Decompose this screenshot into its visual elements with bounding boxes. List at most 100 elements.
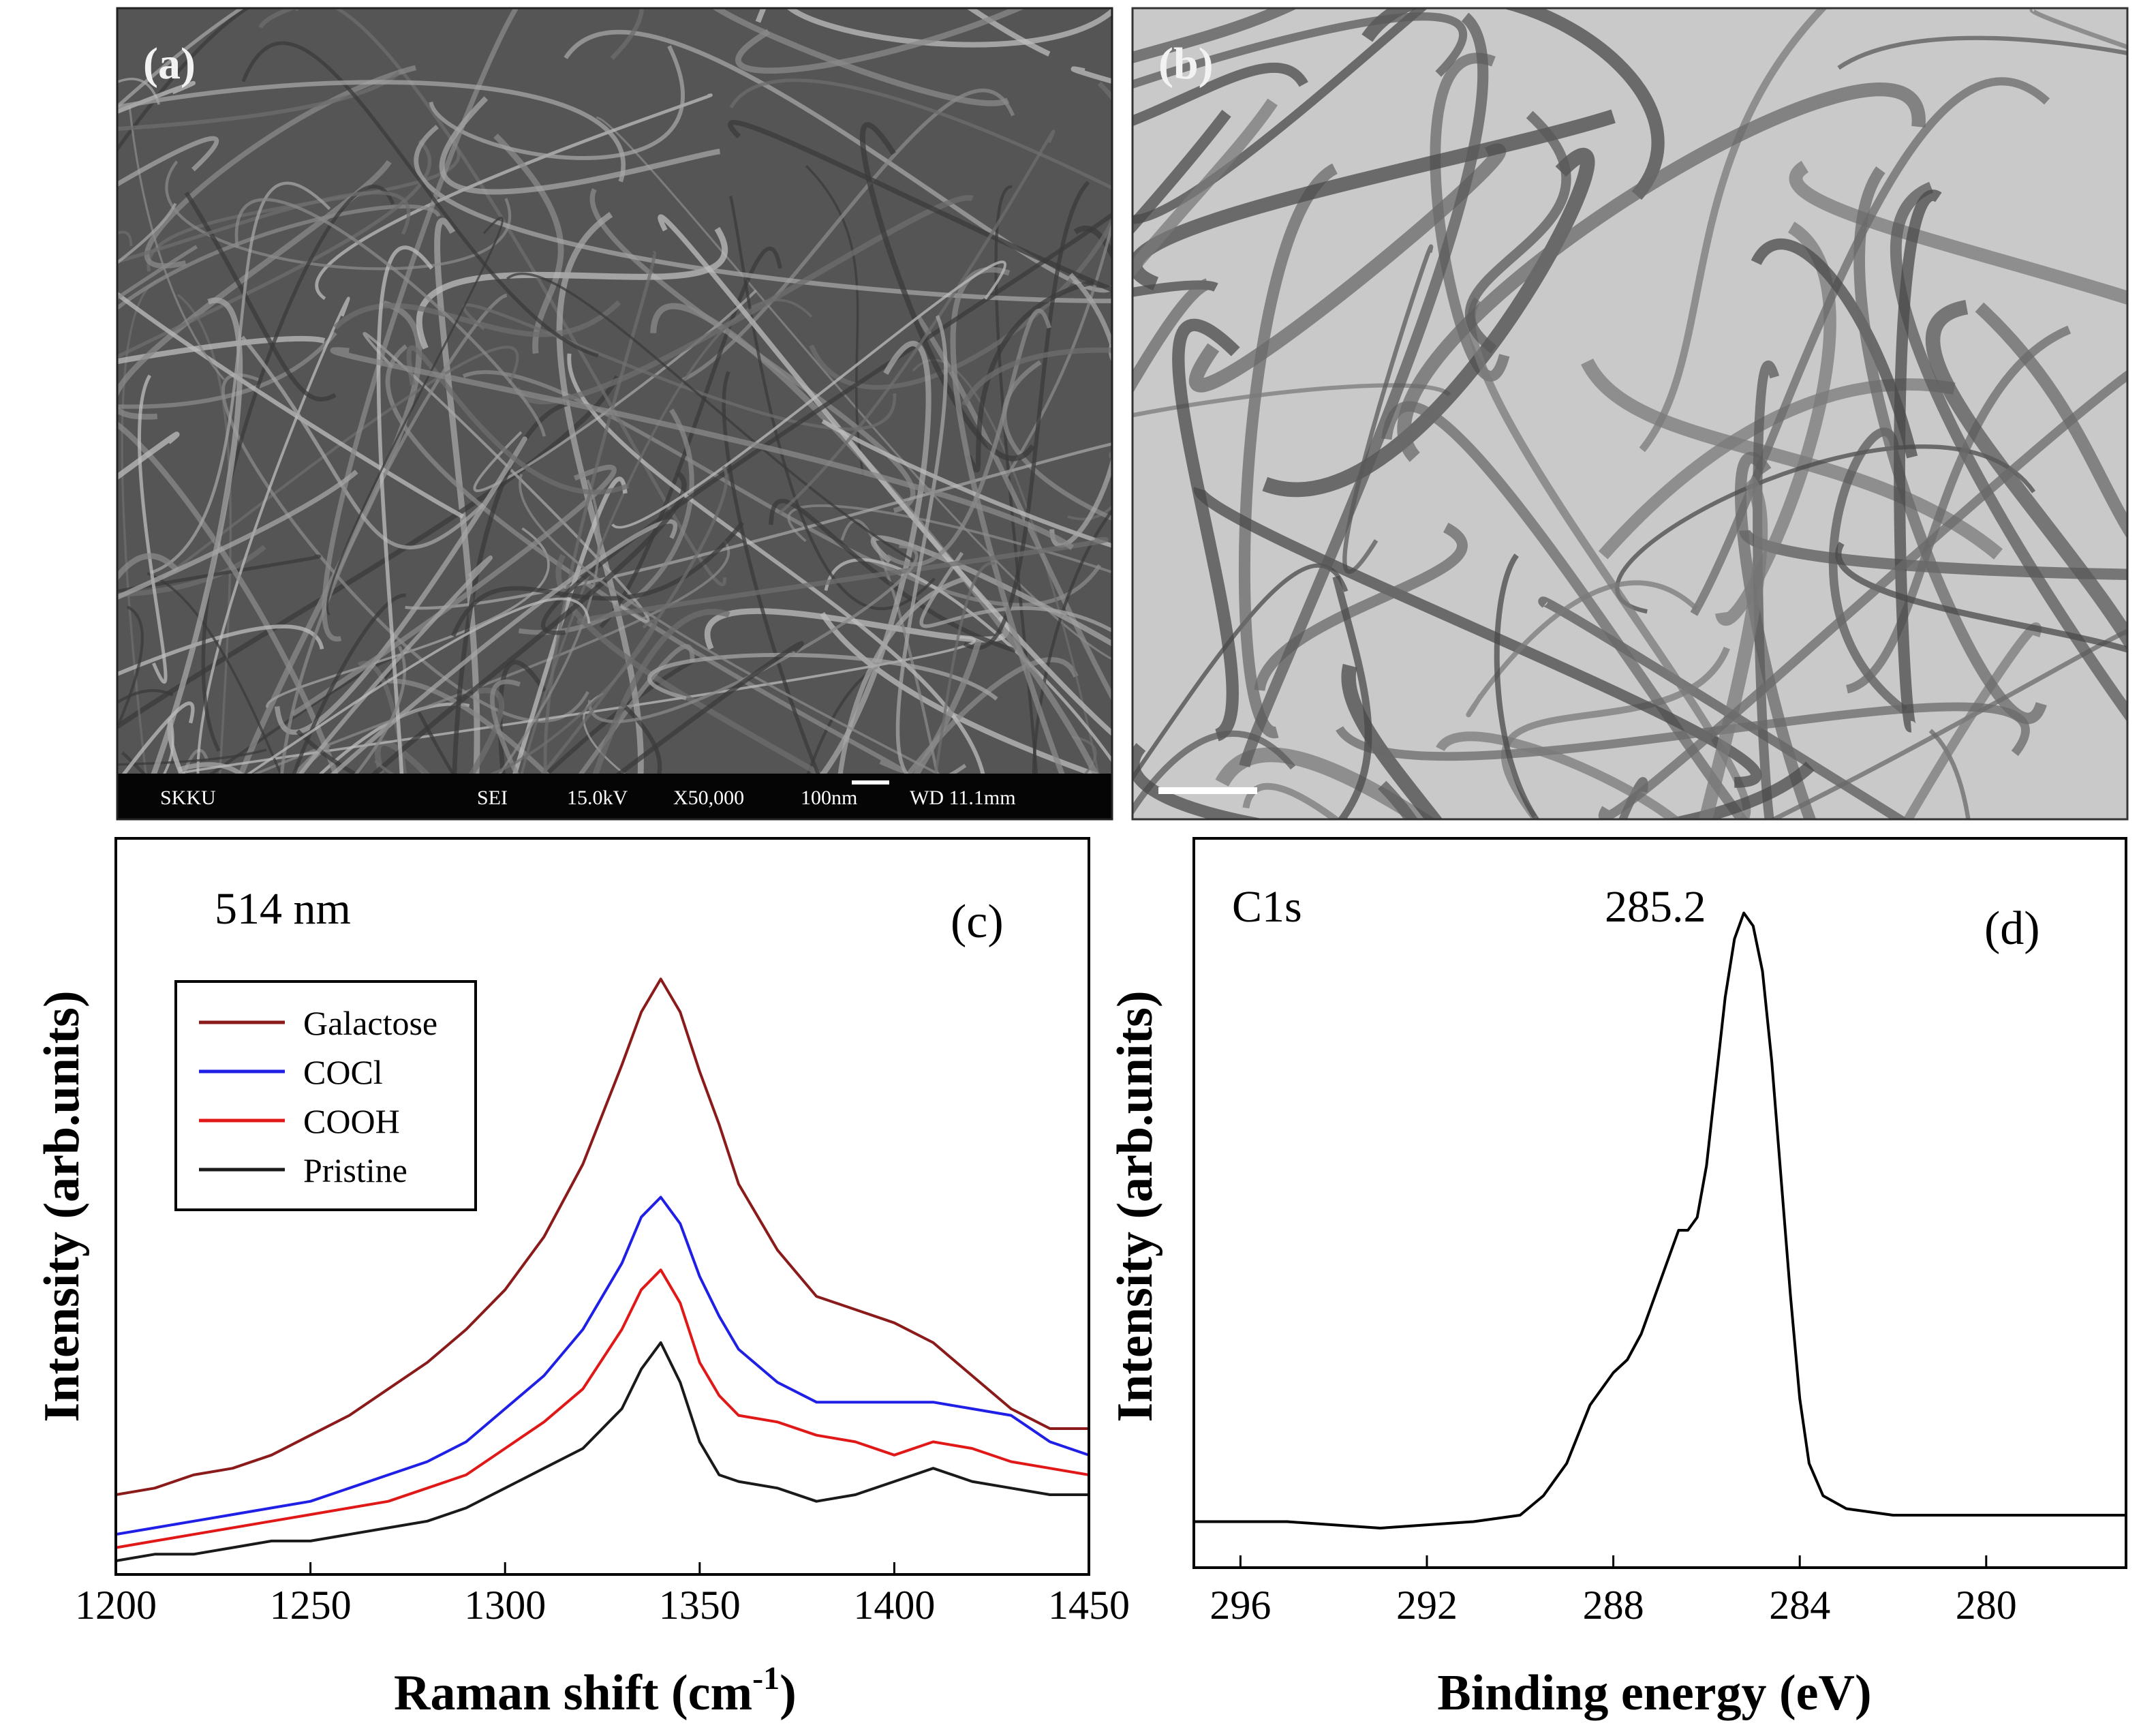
x-tick-label: 296 (1210, 1583, 1271, 1628)
nanotube-fiber (117, 748, 267, 766)
nanotube-fiber (117, 72, 400, 131)
nanotube-fiber (388, 678, 595, 819)
nanotube-fiber (490, 680, 543, 819)
nanotube-fiber (966, 279, 1094, 473)
nanotube-fiber (1894, 189, 1942, 733)
raman-x-axis-label-close: ) (780, 1665, 797, 1721)
nanotube-fiber (1436, 731, 1682, 819)
nanotube-fiber (611, 260, 1006, 529)
raman-x-axis-label-main: Raman shift (cm (394, 1665, 752, 1721)
nanotube-fiber (429, 45, 685, 160)
nanotube-fiber (315, 93, 713, 301)
nanotube-fiber (680, 89, 1015, 382)
nanotube-fiber (1698, 476, 1768, 819)
nanotube-fiber (117, 139, 432, 359)
xps-peak-label: 285.2 (1605, 882, 1706, 932)
nanotube-fiber (1926, 299, 2127, 651)
nanotube-fiber (1341, 664, 1443, 819)
tem-nanotube-texture (1133, 0, 2156, 819)
panel-a-label: (a) (143, 39, 196, 89)
nanotube-fiber (176, 294, 232, 819)
nanotube-fiber (1397, 82, 1926, 462)
nanotube-fiber (241, 41, 599, 358)
tem-micrograph-panel: (b) (1131, 0, 2156, 821)
nanotube-fiber (1133, 12, 1468, 89)
series-line-0 (1194, 911, 2126, 1529)
nanotube-fiber (117, 8, 251, 153)
nanotube-fiber (117, 701, 195, 787)
nanotube-fiber (234, 198, 546, 437)
nanotube-fiber (280, 519, 678, 819)
nanotube-fiber (805, 165, 865, 476)
nanotube-fiber (117, 136, 219, 187)
nanotube-fiber (117, 331, 337, 409)
nanotube-fiber (792, 665, 878, 819)
xps-plot-frame (1192, 837, 2127, 1569)
nanotube-fiber (729, 78, 1112, 190)
nanotube-fiber (165, 160, 512, 271)
x-tick-label: 292 (1396, 1583, 1458, 1628)
nanotube-fiber (167, 718, 206, 819)
xps-x-axis-label: Binding energy (eV) (1437, 1665, 1871, 1721)
nanotube-fiber (927, 562, 996, 819)
nanotube-fiber (184, 192, 337, 401)
nanotube-fiber (266, 527, 550, 708)
series-line-0 (116, 977, 1089, 1496)
nanotube-fiber (1789, 160, 2127, 305)
nanotube-fiber (0, 0, 87, 597)
nanotube-fiber (1254, 522, 1468, 692)
x-tick-label: 1450 (1048, 1583, 1130, 1628)
nanotube-fiber (462, 303, 897, 431)
nanotube-fiber (117, 624, 324, 677)
x-tick-label: 1300 (464, 1583, 546, 1628)
nanotube-fiber (1837, 35, 2127, 70)
nanotube-fiber (128, 106, 225, 380)
nanotube-fiber (711, 8, 1010, 106)
nanotube-fiber (1890, 181, 2127, 722)
sem-info-working-distance: WD 11.1mm (910, 787, 1016, 809)
nanotube-fiber (1739, 528, 2127, 580)
x-tick-label: 1250 (270, 1583, 352, 1628)
nanotube-fiber (499, 476, 628, 819)
sem-info-magnification: X50,000 (673, 787, 744, 809)
nanotube-fiber (1133, 278, 1210, 394)
legend-label-cocl: COCl (303, 1053, 383, 1091)
nanotube-fiber (241, 335, 485, 550)
nanotube-fiber (1735, 452, 1817, 819)
nanotube-fiber (1903, 622, 2042, 819)
nanotube-fiber (274, 436, 527, 735)
xps-chart: C1s 285.2 (d) 296 292 288 284 280 Binding en… (1107, 837, 2127, 1721)
nanotube-fiber (466, 479, 600, 819)
nanotube-fiber (540, 212, 1112, 635)
xps-y-axis-label: Intensity (arb.units) (1107, 990, 1163, 1422)
nanotube-fiber (333, 300, 621, 337)
raman-plot-frame (114, 837, 1090, 1576)
nanotube-fiber (1494, 553, 1540, 819)
nanotube-fiber (676, 791, 754, 819)
nanotube-fiber (1239, 12, 1489, 767)
nanotube-fiber (578, 609, 730, 819)
nanotube-fiber (416, 226, 728, 350)
nanotube-fiber (117, 80, 196, 115)
nanotube-fiber (117, 190, 411, 264)
nanotube-fiber (543, 251, 656, 819)
nanotube-fiber (117, 202, 177, 264)
sem-info-scale: 100nm (801, 787, 857, 809)
nanotube-fiber (1332, 575, 1372, 819)
nanotube-fiber (1133, 743, 1815, 819)
nanotube-fiber (1133, 280, 1218, 297)
nanotube-fiber (2140, 0, 2156, 72)
nanotube-fiber (919, 551, 1112, 633)
x-tick-label: 280 (1956, 1583, 2017, 1628)
nanotube-fiber (778, 341, 931, 819)
nanotube-fiber (78, 243, 99, 527)
nanotube-fiber (1501, 646, 1730, 819)
legend-label-galactose: Galactose (303, 1004, 437, 1042)
nanotube-fiber (278, 293, 508, 819)
nanotube-fiber (1835, 541, 2127, 653)
sem-info-detector: SEI (477, 787, 508, 809)
nanotube-fiber (117, 80, 626, 183)
nanotube-fiber (777, 130, 1056, 515)
sem-info-facility: SKKU (160, 787, 216, 809)
